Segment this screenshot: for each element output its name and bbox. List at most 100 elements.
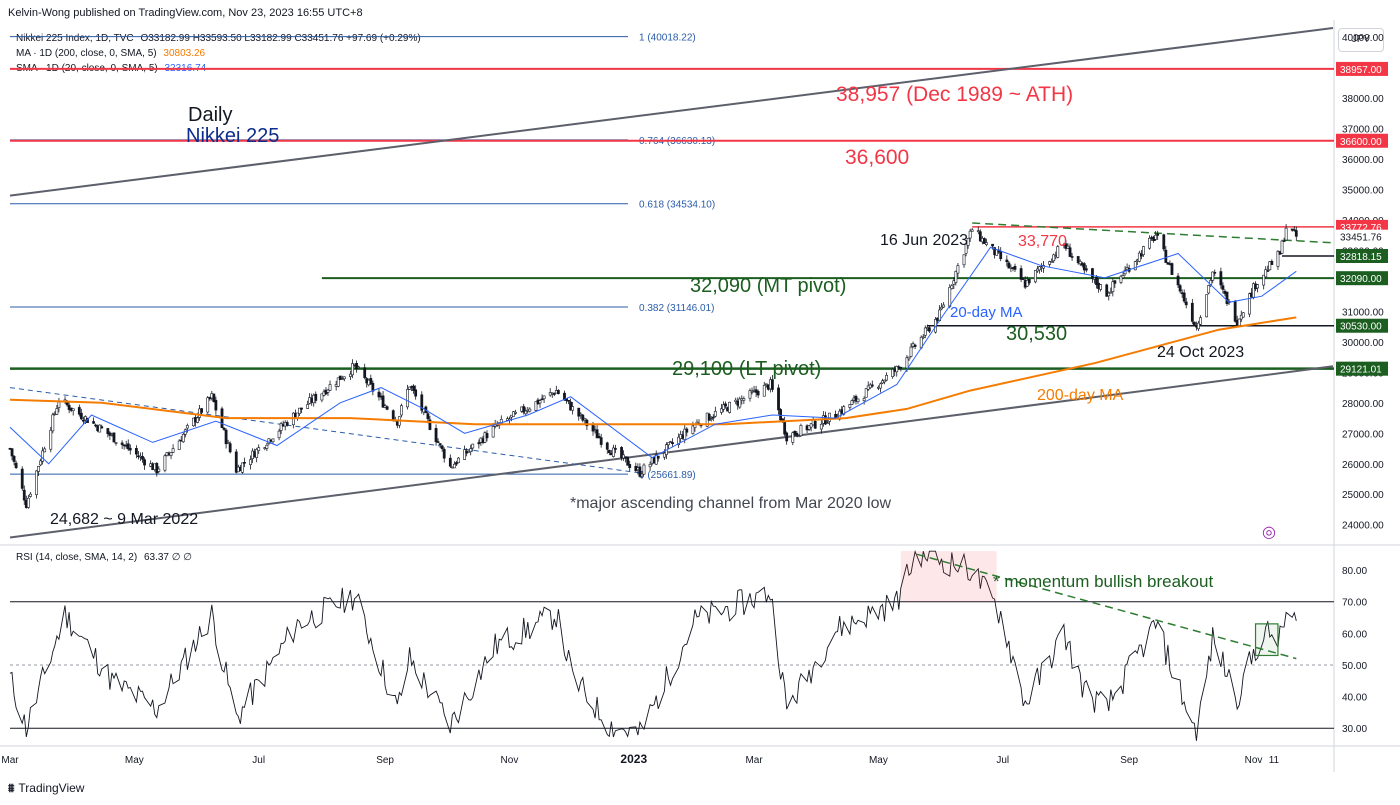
candle-body — [1213, 272, 1217, 274]
candle-body — [927, 327, 931, 332]
price-tick-label: 28000.00 — [1342, 399, 1384, 410]
candle-body — [942, 304, 946, 308]
candle-body — [809, 423, 813, 428]
candle-body — [797, 435, 801, 438]
candle-body — [620, 447, 623, 459]
candle-body — [1284, 227, 1288, 241]
tradingview-logo[interactable]: ⩩ TradingView — [8, 781, 84, 796]
candle-body — [1205, 294, 1209, 318]
candle-body — [795, 432, 799, 436]
candle-body — [605, 442, 609, 450]
candle-body — [408, 386, 411, 390]
candle-body — [300, 407, 303, 410]
support-30530-label: 30,530 — [1006, 323, 1067, 345]
candle-body — [320, 393, 324, 401]
candle-body — [762, 385, 766, 397]
rsi-tick-label: 70.00 — [1342, 598, 1367, 609]
resistance-36600-label: 36,600 — [845, 146, 909, 169]
candle-body — [14, 462, 18, 469]
candle-body — [1076, 256, 1080, 264]
candle-body — [976, 230, 980, 232]
candle-body — [750, 391, 754, 393]
candle-body — [552, 393, 556, 395]
candle-body — [756, 391, 760, 396]
candle-body — [1105, 284, 1109, 297]
time-tick-label: May — [869, 755, 888, 766]
candle-body — [966, 238, 970, 246]
candle-body — [691, 425, 695, 434]
candle-body — [371, 382, 375, 392]
symbol-legend[interactable]: Nikkei 225 Index, 1D, TVC O33182.99 H335… — [16, 33, 421, 44]
price-label-box — [1336, 229, 1388, 244]
fib-label: 1 (40018.22) — [639, 33, 696, 44]
candle-body — [764, 383, 768, 386]
candle-body — [406, 389, 409, 408]
time-tick-label: Jul — [996, 755, 1009, 766]
candle-body — [1142, 246, 1145, 255]
candle-body — [222, 427, 226, 430]
candle-body — [581, 414, 585, 421]
candle-body — [12, 456, 16, 462]
candle-body — [709, 418, 713, 420]
candle-body — [569, 401, 572, 411]
candle-body — [899, 367, 903, 369]
candle-body — [807, 425, 811, 430]
candle-body — [909, 346, 913, 357]
candle-body — [234, 451, 238, 473]
moving-averages — [9, 246, 1297, 465]
candle-body — [713, 411, 717, 417]
candle-body — [49, 429, 53, 450]
price-label-box — [1336, 133, 1388, 148]
candle-body — [477, 442, 481, 445]
price-axis: 24000.00 25000.00 26000.00 27000.00 28000.00… — [1336, 33, 1388, 532]
candle-body — [355, 363, 358, 370]
candle-body — [255, 448, 259, 458]
rsi-legend[interactable]: RSI (14, close, SMA, 14, 2) 63.37 ∅ ∅ — [16, 552, 192, 563]
candle-body — [962, 254, 966, 266]
ohlc-values: O33182.99 H33593.50 L33182.99 C33451.76 … — [140, 33, 421, 44]
candle-body — [662, 452, 666, 458]
candle-body — [71, 408, 75, 412]
candle-body — [677, 436, 681, 445]
candle-body — [249, 459, 252, 465]
candle-body — [452, 463, 456, 469]
currency-selector[interactable]: JPY — [1338, 28, 1384, 52]
rsi-tick-label: 50.00 — [1342, 661, 1367, 672]
candle-body — [28, 493, 32, 497]
candle-body — [667, 442, 670, 446]
candle-body — [607, 450, 611, 454]
candle-body — [626, 456, 630, 466]
candle-body — [1164, 249, 1168, 263]
candle-body — [597, 436, 601, 439]
ath-label: 38,957 (Dec 1989 ~ ATH) — [836, 83, 1073, 106]
tradingview-logo-text: TradingView — [18, 781, 85, 795]
candle-body — [793, 430, 797, 435]
candle-body — [35, 470, 38, 496]
candle-body — [985, 242, 988, 245]
candle-body — [114, 442, 118, 444]
ascending-channel — [9, 27, 1334, 539]
candle-body — [306, 404, 310, 409]
ma200-legend[interactable]: MA · 1D (200, close, 0, SMA, 5) 30803.26 — [16, 48, 205, 59]
candle-body — [556, 390, 560, 395]
candle-body — [448, 457, 452, 467]
candle-body — [1262, 274, 1266, 286]
time-tick-label: Sep — [1120, 755, 1138, 766]
candle-body — [1148, 237, 1151, 249]
candle-body — [956, 265, 960, 274]
candle-body — [669, 441, 672, 443]
candle-body — [1107, 292, 1111, 297]
candle-body — [77, 407, 81, 415]
title-index-name: Nikkei 225 — [186, 125, 279, 147]
candle-body — [785, 432, 789, 442]
candle-body — [595, 429, 599, 439]
candlestick-series — [8, 224, 1298, 509]
price-tick-label: 40000.00 — [1342, 33, 1384, 44]
candle-body — [923, 327, 927, 336]
candle-body — [563, 392, 566, 401]
rsi-tick-label: 30.00 — [1342, 724, 1367, 735]
candle-body — [970, 229, 974, 232]
candle-body — [1007, 262, 1011, 269]
